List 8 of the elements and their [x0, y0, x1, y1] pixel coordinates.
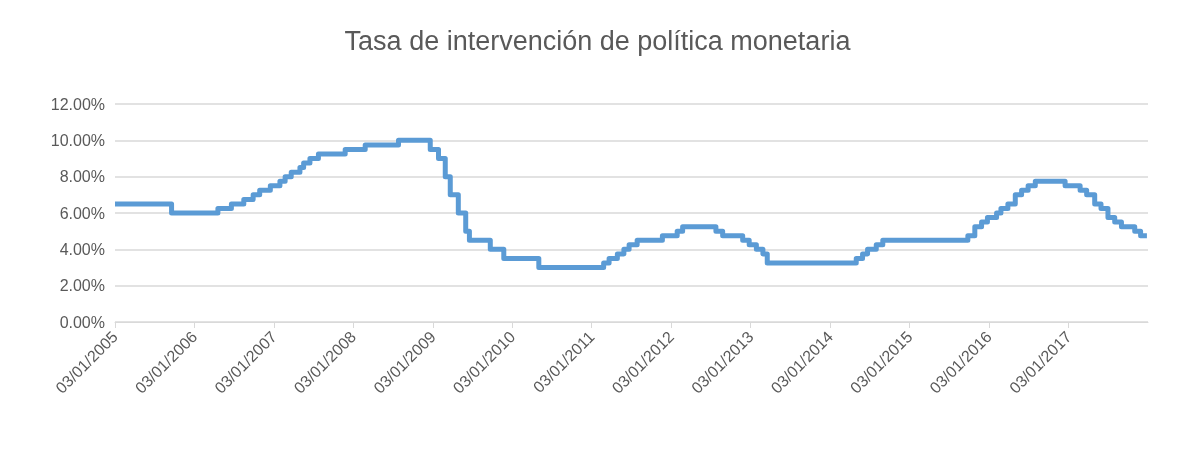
y-tick-label: 0.00%: [59, 313, 105, 331]
y-tick-label: 8.00%: [59, 168, 105, 186]
y-tick-label: 4.00%: [59, 240, 105, 258]
chart-title: Tasa de intervención de política monetaria: [344, 25, 852, 56]
y-tick-label: 6.00%: [59, 204, 105, 222]
y-tick-label: 2.00%: [59, 277, 105, 295]
y-tick-label: 10.00%: [50, 131, 105, 149]
y-tick-label: 12.00%: [50, 95, 105, 113]
